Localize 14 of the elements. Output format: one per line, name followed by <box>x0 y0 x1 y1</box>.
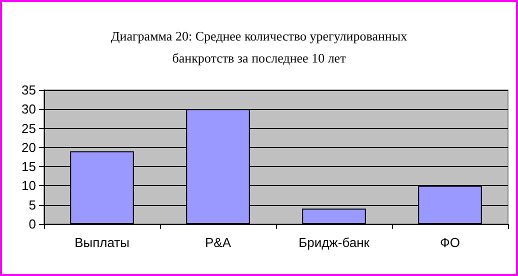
x-tick-label: P&A <box>204 235 232 250</box>
y-tick-label: 10 <box>22 178 36 194</box>
y-tick-label: 5 <box>28 197 36 212</box>
y-tick-label: 25 <box>22 120 36 136</box>
x-tick-label: ФО <box>440 235 460 250</box>
y-tick-label: 35 <box>22 82 36 98</box>
y-tick-label: 15 <box>22 159 36 174</box>
chart-title: Диаграмма 20: Среднее количество урегулированных банкротств за последнее 10 лет <box>110 28 408 66</box>
y-tick-label: 20 <box>22 140 36 155</box>
x-tick-label: Бридж-банк <box>298 235 370 250</box>
x-tick-label: Выплаты <box>74 235 130 250</box>
y-tick-label: 0 <box>28 216 36 232</box>
bar <box>302 208 366 224</box>
y-tick-label: 30 <box>22 102 36 117</box>
